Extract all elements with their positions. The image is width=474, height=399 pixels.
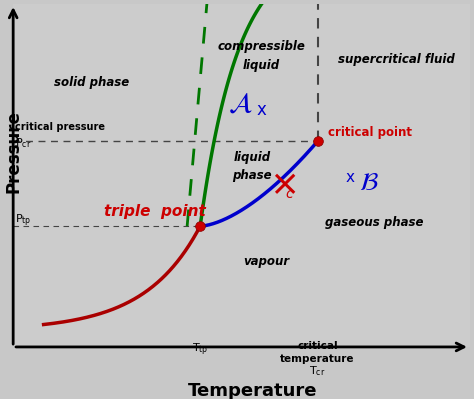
Text: T$_{\mathrm{cr}}$: T$_{\mathrm{cr}}$ (310, 365, 326, 379)
Text: solid phase: solid phase (54, 76, 129, 89)
Text: critical pressure: critical pressure (15, 122, 105, 132)
Text: supercritical fluid: supercritical fluid (337, 53, 454, 66)
Text: Pressure: Pressure (4, 110, 22, 192)
Text: P$_{\mathrm{tp}}$: P$_{\mathrm{tp}}$ (15, 212, 32, 229)
Text: critical: critical (297, 341, 338, 351)
Text: P$_{\mathrm{cr}}$: P$_{\mathrm{cr}}$ (15, 136, 32, 150)
Text: critical point: critical point (328, 126, 412, 139)
Text: $\times$: $\times$ (269, 167, 296, 201)
Text: T$_{\mathrm{tp}}$: T$_{\mathrm{tp}}$ (192, 341, 209, 358)
Text: x: x (346, 170, 355, 185)
Text: liquid: liquid (243, 59, 280, 73)
Text: compressible: compressible (217, 40, 305, 53)
Text: gaseous phase: gaseous phase (325, 216, 423, 229)
Text: temperature: temperature (280, 354, 355, 363)
Text: Temperature: Temperature (188, 382, 317, 399)
Text: phase: phase (233, 169, 272, 182)
Text: triple  point: triple point (104, 204, 206, 219)
Text: c: c (285, 188, 292, 201)
Text: vapour: vapour (244, 255, 290, 269)
Text: liquid: liquid (234, 151, 271, 164)
Text: x: x (257, 101, 266, 119)
Text: $\mathcal{B}$: $\mathcal{B}$ (359, 171, 379, 195)
Text: $\mathcal{A}$: $\mathcal{A}$ (228, 90, 253, 118)
